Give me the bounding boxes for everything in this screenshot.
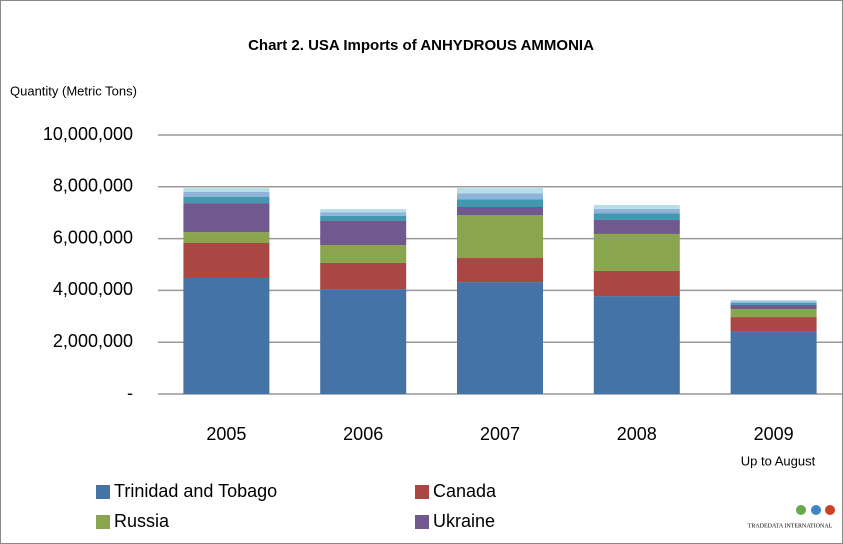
bar-segment [320, 220, 407, 246]
logo [796, 505, 835, 515]
y-tick-label: 2,000,000 [53, 331, 133, 351]
legend-label: Trinidad and Tobago [114, 481, 277, 501]
y-tick-label: 6,000,000 [53, 227, 133, 247]
y-tick-label: 10,000,000 [43, 124, 133, 144]
bar-segment [320, 245, 407, 263]
bar-segment [730, 317, 817, 332]
bar-segment [457, 258, 543, 283]
legend-swatch [415, 485, 429, 499]
x-tick-label: 2007 [480, 424, 520, 444]
y-tick-label: 4,000,000 [53, 279, 133, 299]
bar-segment [593, 204, 680, 209]
x-tick-label: 2009 [754, 424, 794, 444]
y-axis-label: Quantity (Metric Tons) [10, 83, 137, 98]
bar-segment [593, 219, 680, 234]
y-tick-label: 8,000,000 [53, 176, 133, 196]
bar-segment [183, 196, 270, 204]
bar-segment [457, 188, 543, 194]
x-tick-label: 2005 [206, 424, 246, 444]
legend-swatch [96, 485, 110, 499]
bar-segment [457, 282, 543, 394]
bar-segment [593, 270, 680, 297]
legend-swatch [96, 515, 110, 529]
bar-segment [593, 208, 680, 214]
bar-segment [457, 215, 543, 259]
legend-swatch [415, 515, 429, 529]
bar-segment [183, 191, 270, 197]
bar-segment [320, 262, 407, 290]
logo-text: TRADEDATA INTERNATIONAL [748, 523, 833, 529]
bar-segment [457, 199, 543, 208]
annotation: Up to August [741, 453, 816, 468]
legend-label: Russia [114, 511, 170, 531]
bar-segment [183, 203, 270, 233]
bar-segment [320, 212, 407, 216]
bar-segment [593, 296, 680, 394]
bar-segment [730, 309, 817, 318]
bar-segment [457, 193, 543, 200]
bar-segment [730, 299, 817, 302]
bar-segment [593, 213, 680, 220]
bar-segment [320, 289, 407, 394]
bar-segment [183, 188, 270, 192]
bar-segment [320, 209, 407, 213]
bar-segment [730, 301, 817, 303]
bar-segment [730, 302, 817, 305]
y-tick-label: - [127, 383, 133, 403]
bar-segment [730, 304, 817, 310]
legend-label: Ukraine [433, 511, 495, 531]
x-tick-label: 2006 [343, 424, 383, 444]
bar-segment [593, 233, 680, 271]
chart-title: Chart 2. USA Imports of ANHYDROUS AMMONI… [248, 37, 594, 54]
bar-segment [183, 277, 270, 394]
bar-segment [320, 215, 407, 221]
bar-segment [183, 243, 270, 278]
bar-segment [457, 207, 543, 216]
x-tick-label: 2008 [617, 424, 657, 444]
bar-segment [730, 331, 817, 394]
bar-segment [183, 232, 270, 244]
legend-label: Canada [433, 481, 497, 501]
